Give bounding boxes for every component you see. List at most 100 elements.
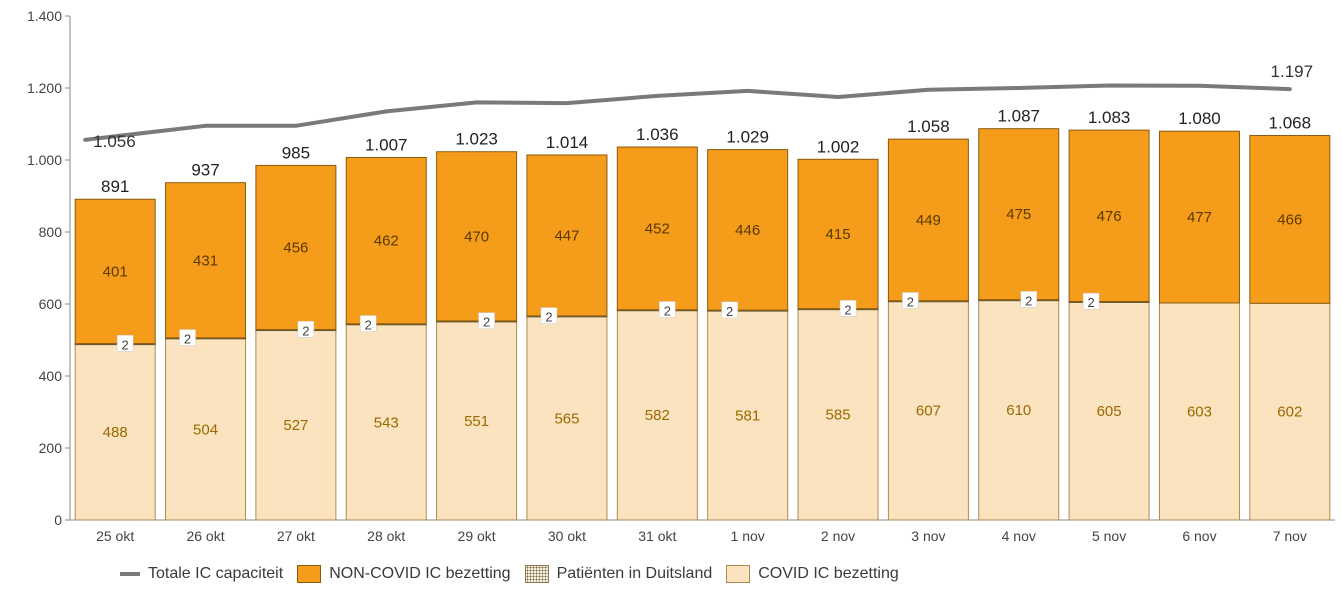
data-label-duitsland-box bbox=[659, 301, 676, 318]
x-tick-label: 28 okt bbox=[367, 528, 405, 544]
legend-label-duitsland: Patiënten in Duitsland bbox=[556, 565, 713, 582]
y-tick-label: 1.000 bbox=[27, 152, 62, 168]
data-label-duitsland: 2 bbox=[122, 337, 129, 352]
x-tick-label: 7 nov bbox=[1273, 528, 1307, 544]
data-label-noncovid: 477 bbox=[1187, 209, 1212, 226]
x-tick-label: 1 nov bbox=[731, 528, 765, 544]
bar-noncovid bbox=[1158, 130, 1240, 304]
data-label-duitsland: 2 bbox=[1087, 295, 1094, 310]
data-label-total: 1.068 bbox=[1269, 114, 1312, 133]
legend-label-noncovid: NON-COVID IC bezetting bbox=[329, 565, 511, 582]
data-label-noncovid: 476 bbox=[1097, 208, 1122, 225]
data-label-total: 937 bbox=[191, 161, 219, 180]
data-label-duitsland: 2 bbox=[365, 318, 372, 333]
data-label-total: 985 bbox=[282, 143, 310, 162]
x-tick-label: 3 nov bbox=[911, 528, 945, 544]
data-label-duitsland-box bbox=[1082, 292, 1100, 310]
axis-layer: 0 200 400 600 800 1.000 1.200 1.400 25 okt 26 okt… bbox=[27, 8, 1335, 544]
data-label-covid: 581 bbox=[735, 407, 760, 424]
data-label-duitsland-box bbox=[540, 307, 558, 324]
x-tick-label: 5 nov bbox=[1092, 528, 1126, 544]
data-label-covid: 551 bbox=[464, 413, 489, 430]
bar-covid bbox=[74, 343, 156, 521]
data-label-noncovid: 475 bbox=[1006, 206, 1031, 223]
capacity-line bbox=[83, 83, 1292, 142]
data-label-covid: 602 bbox=[1277, 404, 1302, 421]
data-label-covid: 527 bbox=[283, 417, 308, 434]
bar-noncovid bbox=[616, 146, 698, 311]
data-label-duitsland-box bbox=[297, 321, 315, 338]
data-label-noncovid: 401 bbox=[103, 263, 128, 280]
legend-label-capacity: Totale IC capaciteit bbox=[148, 565, 284, 582]
bar-covid bbox=[616, 309, 698, 521]
x-tick-label: 31 okt bbox=[638, 528, 676, 544]
x-tick-label: 25 okt bbox=[96, 528, 134, 544]
y-tick-label: 0 bbox=[54, 512, 62, 528]
data-label-total: 1.058 bbox=[907, 117, 950, 136]
data-label-duitsland-box bbox=[839, 300, 857, 317]
data-label-noncovid: 456 bbox=[283, 239, 308, 256]
legend-swatch-noncovid bbox=[297, 565, 322, 583]
bar-covid bbox=[1158, 302, 1240, 521]
x-tick-label: 30 okt bbox=[548, 528, 586, 544]
legend-item-covid: COVID IC bezetting bbox=[726, 565, 899, 583]
data-label-duitsland-box bbox=[179, 329, 196, 346]
x-tick-label: 2 nov bbox=[821, 528, 855, 544]
data-label-capacity-end: 1.197 bbox=[1271, 62, 1314, 81]
y-tick-label: 1.400 bbox=[27, 8, 62, 24]
bar-noncovid bbox=[526, 154, 608, 317]
bar-noncovid bbox=[1249, 135, 1331, 304]
data-label-duitsland: 2 bbox=[907, 294, 914, 309]
data-label-total: 1.036 bbox=[636, 125, 679, 144]
bar-covid bbox=[436, 321, 518, 521]
bar-noncovid bbox=[1068, 129, 1150, 302]
legend-label-covid: COVID IC bezetting bbox=[758, 565, 899, 582]
data-label-total: 1.083 bbox=[1088, 108, 1131, 127]
data-label-noncovid: 466 bbox=[1277, 211, 1302, 228]
data-label-total: 1.007 bbox=[365, 135, 408, 154]
data-label-covid: 610 bbox=[1006, 402, 1031, 419]
bar-covid bbox=[255, 329, 337, 521]
y-tick-label: 400 bbox=[39, 368, 63, 384]
data-label-covid: 585 bbox=[826, 407, 851, 424]
data-label-duitsland: 2 bbox=[726, 304, 733, 319]
line-layer bbox=[83, 83, 1292, 142]
bar-noncovid bbox=[436, 151, 518, 322]
data-label-covid: 607 bbox=[916, 403, 941, 420]
label-layer: 488 401 2 891 504 431 2 937 527 456 2 985 543 462 2 1.0… bbox=[93, 62, 1313, 441]
data-label-duitsland-box bbox=[360, 315, 377, 332]
data-label-total: 1.023 bbox=[455, 130, 498, 149]
bar-noncovid bbox=[887, 138, 969, 302]
data-label-covid: 582 bbox=[645, 407, 670, 424]
data-label-duitsland-box bbox=[116, 335, 134, 352]
bar-noncovid bbox=[345, 156, 427, 325]
bar-covid bbox=[797, 308, 879, 521]
data-label-covid: 605 bbox=[1097, 403, 1122, 420]
data-label-duitsland-box bbox=[478, 312, 495, 329]
bar-noncovid bbox=[255, 164, 337, 331]
bar-covid bbox=[1068, 301, 1150, 521]
data-label-noncovid: 431 bbox=[193, 252, 218, 269]
legend-item-noncovid: NON-COVID IC bezetting bbox=[297, 565, 511, 583]
bar-covid bbox=[1249, 302, 1331, 521]
legend-item-duitsland: Patiënten in Duitsland bbox=[524, 565, 713, 583]
data-label-duitsland: 2 bbox=[184, 332, 191, 347]
y-tick-label: 200 bbox=[39, 440, 63, 456]
bar-noncovid bbox=[165, 182, 247, 339]
data-label-duitsland-box bbox=[902, 292, 919, 309]
bar-covid bbox=[165, 338, 247, 521]
legend-item-capacity: Totale IC capaciteit bbox=[120, 565, 283, 583]
data-label-covid: 565 bbox=[554, 410, 579, 427]
data-label-covid: 504 bbox=[193, 421, 218, 438]
x-tick-label: 4 nov bbox=[1002, 528, 1036, 544]
legend-swatch-duitsland bbox=[524, 565, 549, 583]
data-label-capacity-start: 1.056 bbox=[93, 132, 136, 151]
bar-covid bbox=[707, 310, 789, 521]
legend: Totale IC capaciteit NON-COVID IC bezett… bbox=[120, 562, 913, 586]
bar-noncovid bbox=[797, 158, 879, 310]
data-label-total: 891 bbox=[101, 177, 129, 196]
data-label-total: 1.029 bbox=[726, 128, 769, 147]
data-label-noncovid: 446 bbox=[735, 222, 760, 239]
data-label-total: 1.087 bbox=[997, 107, 1040, 126]
